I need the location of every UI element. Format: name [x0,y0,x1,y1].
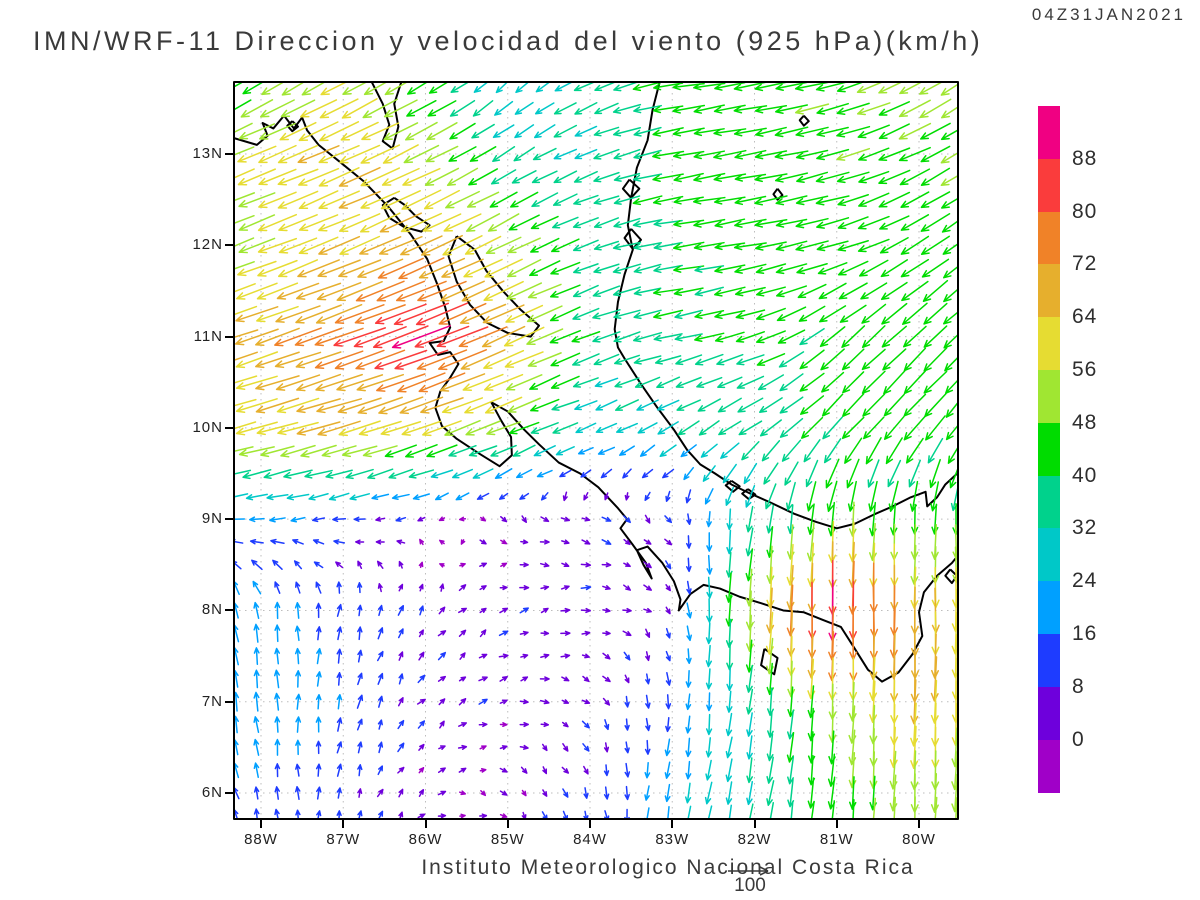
reference-arrow-icon [728,866,769,876]
colorbar-tick-label: 88 [1072,146,1098,170]
colorbar-tick-label: 8 [1072,674,1085,698]
lat-tick-label: 13N [192,145,223,162]
colorbar-tick-label: 80 [1072,199,1098,223]
lon-tick-mark [260,820,262,828]
lon-tick-mark [835,820,838,828]
lat-tick-label: 7N [201,692,223,710]
lat-tick-mark [225,700,233,703]
colorbar-segment [1038,634,1060,688]
lat-tick-label: 8N [201,601,223,619]
footer-credit: Instituto Meteorologico Nacional Costa R… [421,856,915,879]
lat-tick-label: 9N [201,510,223,528]
colorbar-segment [1038,317,1060,371]
lon-tick-label: 80W [902,831,936,848]
lat-tick-mark [225,153,233,155]
colorbar-tick-label: 32 [1072,516,1098,540]
map-frame [233,81,959,820]
lon-tick-mark [589,820,591,828]
colorbar-tick-label: 16 [1072,622,1098,645]
colorbar-segment [1038,739,1060,793]
lon-tick-mark [342,820,345,828]
page-title: IMN/WRF-11 Direccion y velocidad del vie… [33,26,984,56]
lon-tick-label: 83W [655,831,690,848]
lon-tick-label: 82W [737,831,772,848]
lon-tick-label: 84W [573,831,607,848]
lat-tick-label: 11N [193,327,223,345]
lon-tick-label: 85W [490,831,525,848]
lon-tick-label: 88W [244,831,278,848]
lon-tick-label: 81W [819,831,854,848]
lon-tick-label: 86W [408,831,443,848]
colorbar-segment [1038,211,1060,265]
lon-tick-label: 87W [326,831,361,848]
colorbar-segment [1038,528,1060,582]
lon-tick-mark [918,820,920,828]
colorbar-tick-label: 48 [1072,410,1098,434]
colorbar-tick-label: 64 [1072,305,1098,329]
lon-tick-mark [753,820,756,828]
lat-tick-mark [225,335,233,338]
colorbar-segment [1038,422,1060,477]
colorbar-segment [1038,370,1060,424]
colorbar-segment [1038,106,1060,160]
lon-tick-mark [506,820,509,828]
colorbar-tick-label: 72 [1072,252,1098,276]
lat-tick-label: 6N [201,784,223,802]
lat-tick-mark [225,518,233,521]
lon-tick-mark [424,820,427,828]
colorbar-tick-label: 0 [1072,727,1085,751]
colorbar-segment [1038,264,1060,318]
lon-tick-mark [671,820,674,828]
valid-time-label: 04Z31JAN2021 [1031,5,1186,24]
colorbar-segment [1038,686,1060,741]
colorbar-segment [1038,581,1060,635]
colorbar-tick-label: 24 [1072,569,1098,593]
colorbar-tick-label: 40 [1072,463,1098,487]
colorbar-segment [1038,475,1060,529]
wind-vector-canvas [233,81,959,820]
colorbar-segment [1038,158,1060,213]
lat-tick-mark [225,244,233,247]
reference-value-label: 100 [734,875,766,896]
lat-tick-label: 10N [192,418,223,436]
lat-tick-mark [225,609,233,612]
lat-tick-label: 12N [192,236,223,254]
colorbar-tick-label: 56 [1072,358,1098,381]
lat-tick-mark [225,792,233,795]
lat-tick-mark [225,426,233,429]
